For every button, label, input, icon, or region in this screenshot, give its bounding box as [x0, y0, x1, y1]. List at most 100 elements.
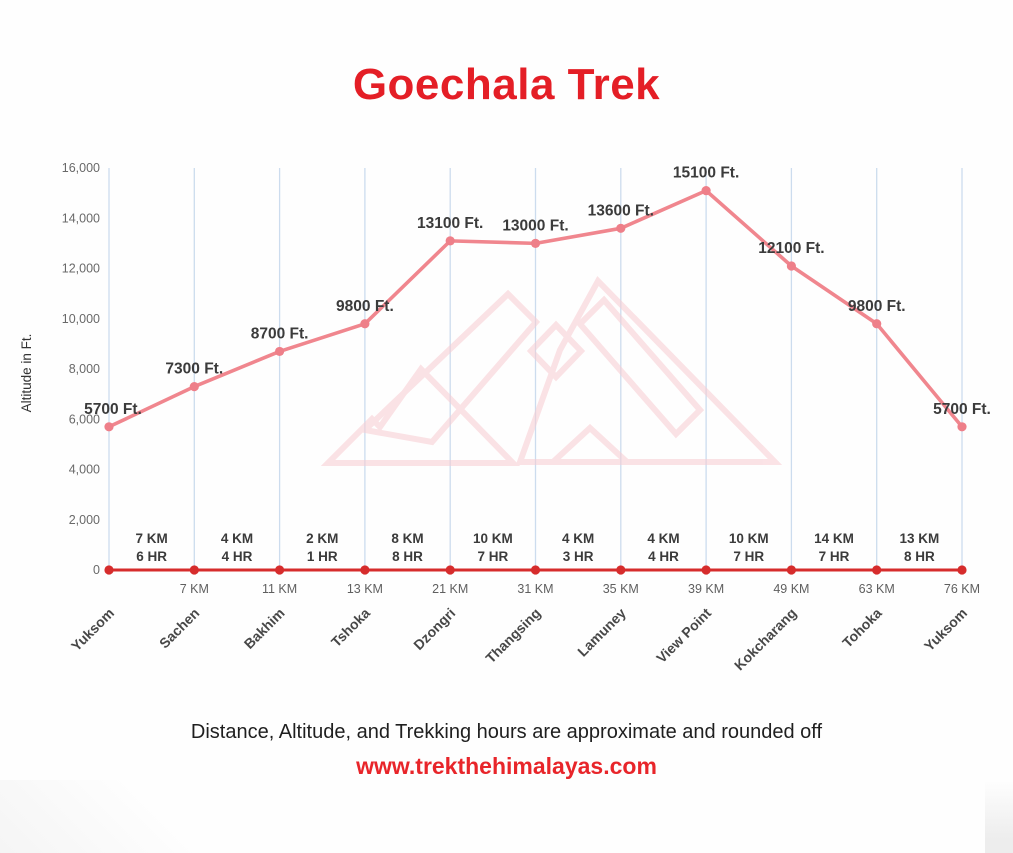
data-point	[104, 422, 114, 432]
cumulative-km-label: 13 KM	[347, 582, 383, 596]
segment-info-labels: 7 KM 6 HR 4 KM 4 HR 2 KM 1 HR 8 KM 8 HR 10 KM 7 H…	[136, 531, 940, 564]
segment-duration-label: 4 HR	[222, 549, 253, 564]
station-label-group: Yuksom	[68, 605, 117, 654]
baseline-dot	[530, 565, 541, 575]
segment-duration-label: 8 HR	[904, 549, 935, 564]
data-point-label: 5700 Ft.	[933, 401, 991, 418]
station-label: Dzongri	[410, 605, 458, 653]
gridlines	[108, 168, 963, 570]
y-axis-title: Altitude in Ft.	[19, 334, 34, 413]
segment-duration-label: 6 HR	[136, 549, 167, 564]
station-label: Yuksom	[921, 605, 970, 654]
data-point	[189, 381, 199, 392]
y-tick-label: 8,000	[69, 362, 100, 376]
segment-duration-label: 7 HR	[477, 549, 508, 564]
cumulative-km-label: 35 KM	[603, 582, 639, 596]
data-point-label: 13600 Ft.	[588, 202, 654, 219]
data-point	[530, 238, 541, 248]
cumulative-km-label: 31 KM	[517, 582, 553, 596]
data-point-label: 8700 Ft.	[251, 325, 309, 342]
watermark-mountain-shape	[358, 289, 541, 446]
y-tick-label: 6,000	[69, 412, 100, 426]
segment-distance-label: 10 KM	[473, 531, 513, 546]
y-tick-label: 16,000	[62, 161, 100, 175]
segment-distance-label: 4 KM	[221, 531, 253, 546]
segment-duration-label: 7 HR	[733, 549, 764, 564]
station-label: Sachen	[156, 605, 203, 652]
station-label: View Point	[653, 605, 714, 666]
y-tick-label: 12,000	[62, 262, 100, 276]
data-point	[786, 261, 797, 271]
website-url: www.trekthehimalayas.com	[356, 753, 657, 779]
data-points	[104, 186, 967, 432]
baseline-dot	[957, 565, 967, 575]
station-label: Yuksom	[68, 605, 117, 654]
station-label: Tshoka	[328, 605, 373, 650]
baseline-dot	[786, 565, 797, 575]
segment-distance-label: 13 KM	[899, 531, 939, 546]
baseline-dot	[360, 565, 370, 575]
segment-distance-label: 10 KM	[729, 531, 769, 546]
baseline-dot	[189, 565, 199, 575]
station-label-group: Thangsing	[482, 605, 543, 666]
y-tick-label: 10,000	[62, 312, 100, 326]
segment-distance-label: 7 KM	[136, 531, 168, 546]
station-label-group: Dzongri	[410, 605, 458, 653]
data-point-label: 5700 Ft.	[84, 401, 142, 418]
y-tick-label: 14,000	[62, 211, 100, 225]
data-point-label: 9800 Ft.	[336, 298, 394, 315]
y-tick-label: 2,000	[69, 513, 100, 527]
data-point-label: 12100 Ft.	[758, 240, 824, 257]
station-label: Thangsing	[482, 605, 543, 666]
data-point-label: 7300 Ft.	[165, 361, 223, 378]
data-point-label: 9800 Ft.	[848, 298, 906, 315]
segment-duration-label: 1 HR	[307, 549, 338, 564]
baseline	[104, 565, 967, 575]
station-label-group: Bakhim	[241, 605, 288, 652]
watermark-mountain-shape	[515, 276, 783, 465]
cumulative-km-label: 49 KM	[773, 582, 809, 596]
watermark-mountain-shape	[575, 295, 705, 439]
station-label-group: Lamuney	[574, 605, 629, 660]
y-axis-title-text: Altitude in Ft.	[19, 334, 34, 413]
station-label: Lamuney	[574, 605, 629, 660]
watermark-mountain-shape	[526, 320, 586, 382]
station-label-group: Kokcharang	[731, 605, 800, 674]
cumulative-km-label: 39 KM	[688, 582, 724, 596]
station-labels: Yuksom Sachen Bakhim Tshoka Dzongri Thangsing…	[68, 605, 970, 674]
baseline-dot	[872, 565, 882, 575]
data-point-label: 13100 Ft.	[417, 215, 483, 232]
data-point	[701, 186, 711, 196]
cumulative-km-label: 21 KM	[432, 582, 468, 596]
station-label: Bakhim	[241, 605, 288, 652]
segment-distance-label: 14 KM	[814, 531, 854, 546]
data-point	[872, 319, 882, 329]
segment-distance-label: 4 KM	[562, 531, 594, 546]
data-point-label: 15100 Ft.	[673, 165, 739, 182]
cumulative-km-label: 7 KM	[180, 582, 209, 596]
watermark-logo	[320, 276, 783, 466]
data-point	[445, 236, 455, 246]
segment-duration-label: 8 HR	[392, 549, 423, 564]
data-point	[616, 223, 626, 233]
segment-duration-label: 7 HR	[819, 549, 850, 564]
station-label: Tohoka	[839, 605, 885, 651]
segment-duration-label: 4 HR	[648, 549, 679, 564]
baseline-dot	[275, 565, 285, 575]
data-point-labels: 5700 Ft. 7300 Ft. 8700 Ft. 9800 Ft. 13100 Ft…	[84, 165, 991, 418]
station-label-group: Sachen	[156, 605, 203, 652]
segment-distance-label: 2 KM	[306, 531, 338, 546]
station-label-group: View Point	[653, 605, 714, 666]
baseline-dot	[445, 565, 455, 575]
cumulative-km-label: 11 KM	[262, 582, 297, 596]
cumulative-km-labels: 7 KM 11 KM 13 KM 21 KM 31 KM 35 KM 39 KM 49 KM 6…	[180, 582, 980, 596]
footer-disclaimer: Distance, Altitude, and Trekking hours a…	[190, 721, 823, 743]
baseline-dot	[104, 565, 114, 575]
data-point	[275, 346, 285, 357]
page-title: Goechala Trek	[352, 60, 661, 109]
baseline-dot	[701, 565, 711, 575]
y-tick-label: 0	[93, 563, 100, 577]
watermark-mountain-shape	[545, 423, 635, 465]
